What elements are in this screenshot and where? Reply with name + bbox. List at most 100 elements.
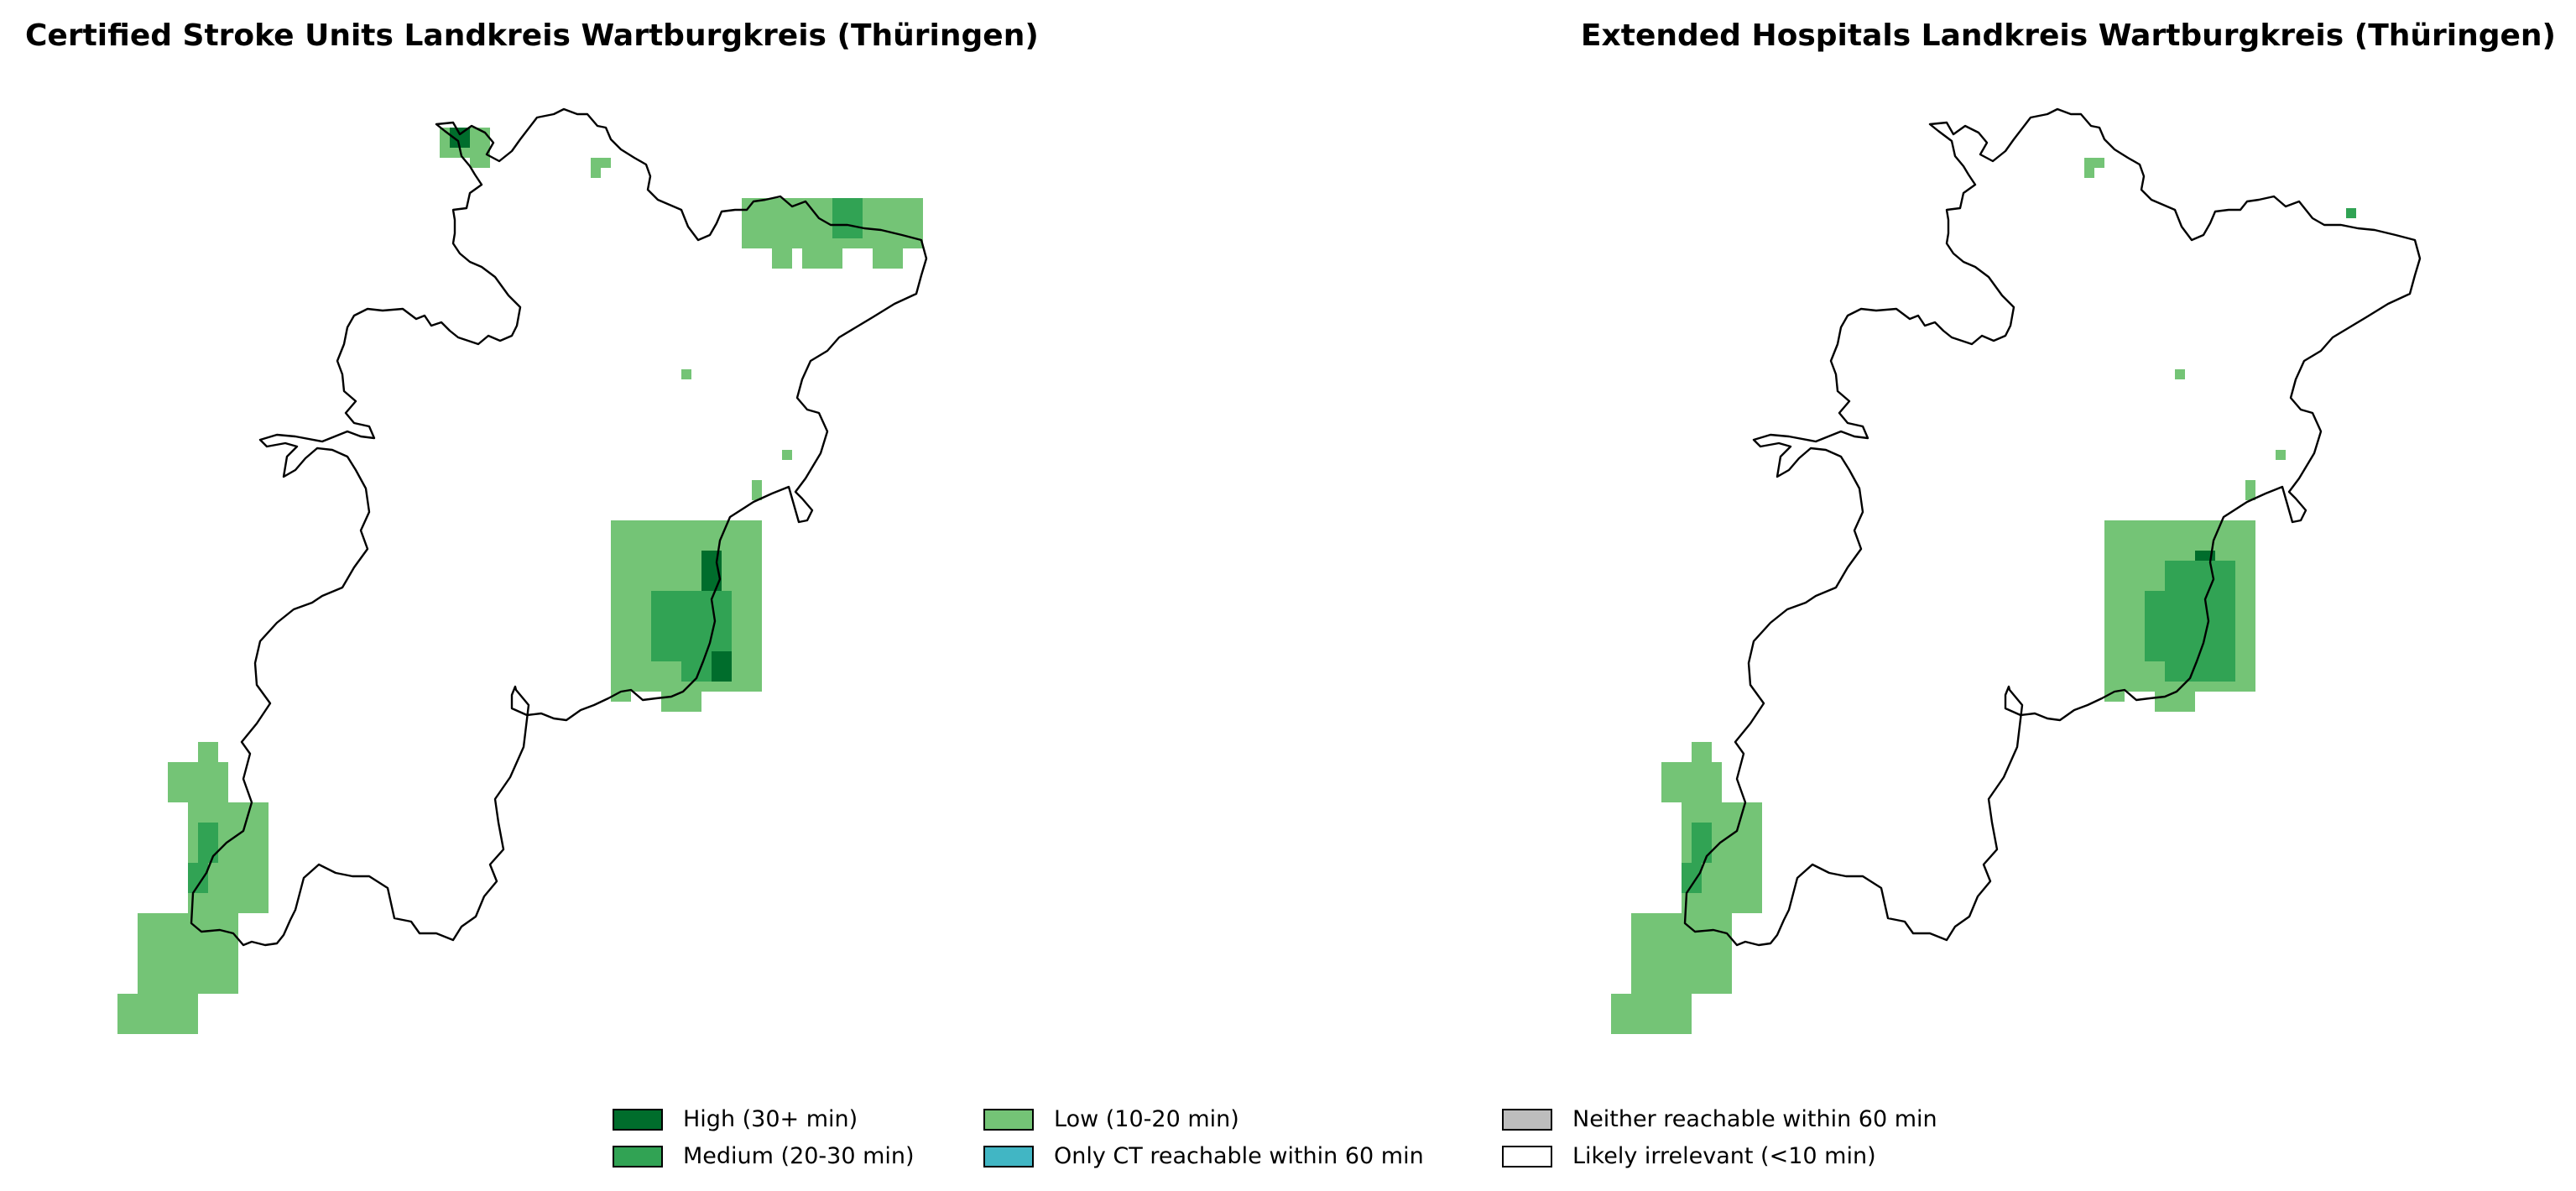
reachability-cell-medium: [1692, 863, 1702, 873]
reachability-cell-low: [1732, 802, 1742, 812]
reachability-cell-low: [2155, 530, 2165, 541]
reachability-cell-low: [2135, 561, 2145, 571]
reachability-cell-low: [1651, 964, 1661, 974]
reachability-cell-medium: [2185, 661, 2195, 671]
reachability-cell-medium: [198, 883, 208, 893]
reachability-cell-low: [772, 248, 782, 259]
reachability-cell-low: [641, 561, 651, 571]
reachability-cell-low: [178, 964, 188, 974]
reachability-cell-medium: [2175, 611, 2185, 621]
reachability-cell-low: [1621, 1004, 1631, 1014]
reachability-cell-medium: [188, 863, 198, 873]
reachability-cell-low: [1702, 933, 1712, 943]
reachability-cell-low: [1671, 1024, 1682, 1034]
reachability-cell-medium: [2175, 621, 2185, 631]
reachability-cell-low: [178, 1014, 188, 1024]
reachability-cell-low: [1692, 964, 1702, 974]
reachability-cell-low: [621, 682, 631, 692]
reachability-cell-medium: [2195, 671, 2205, 682]
reachability-cell-medium: [681, 591, 691, 601]
reachability-cell-low: [1732, 893, 1742, 903]
reachability-cell-low: [1651, 984, 1661, 994]
reachability-cell-low: [631, 671, 641, 682]
reachability-cell-low: [1722, 863, 1732, 873]
reachability-cell-low: [752, 551, 762, 561]
reachability-cell-low: [2175, 692, 2185, 702]
reachability-cell-low: [893, 218, 903, 228]
reachability-cell-low: [1742, 853, 1752, 863]
reachability-cell-low: [198, 782, 208, 792]
reachability-cell-medium: [651, 631, 661, 641]
reachability-cell-medium: [1682, 873, 1692, 883]
reachability-cell-low: [258, 843, 269, 853]
reachability-cell-low: [1621, 994, 1631, 1004]
reachability-cell-low: [1712, 843, 1722, 853]
reachability-cell-low: [611, 601, 621, 611]
reachability-cell-low: [883, 238, 893, 248]
reachability-cell-low: [732, 661, 742, 671]
reachability-cell-low: [1702, 802, 1712, 812]
reachability-cell-high: [701, 581, 712, 591]
reachability-cell-low: [1722, 913, 1732, 923]
reachability-cell-medium: [198, 823, 208, 833]
reachability-cell-low: [2245, 581, 2255, 591]
reachability-cell-low: [128, 1004, 138, 1014]
reachability-cell-low: [742, 682, 752, 692]
reachability-cell-low: [2115, 541, 2125, 551]
legend-item-high: High (30+ min): [613, 1106, 858, 1132]
reachability-cell-low: [1651, 1024, 1661, 1034]
reachability-cell-low: [1631, 994, 1641, 1004]
reachability-cell-low: [2165, 551, 2175, 561]
reachability-cell-low: [1722, 953, 1732, 964]
reachability-cell-low: [1671, 913, 1682, 923]
reachability-cell-low: [258, 802, 269, 812]
reachability-cell-low: [218, 782, 228, 792]
reachability-cell-low: [258, 893, 269, 903]
reachability-cell-low: [641, 581, 651, 591]
reachability-cell-low: [1641, 994, 1651, 1004]
reachability-cell-low: [178, 772, 188, 782]
reachability-cell-medium: [701, 611, 712, 621]
reachability-cell-low: [651, 661, 661, 671]
reachability-cell-low: [158, 913, 168, 923]
reachability-cell-medium: [2185, 581, 2195, 591]
reachability-cell-low: [681, 702, 691, 712]
reachability-cell-low: [621, 651, 631, 661]
reachability-cell-low: [712, 682, 722, 692]
reachability-cell-low: [198, 933, 208, 943]
reachability-cell-low: [2104, 581, 2115, 591]
reachability-cell-low: [641, 571, 651, 581]
reachability-cell-medium: [661, 591, 671, 601]
reachability-cell-low: [641, 631, 651, 641]
reachability-cell-low: [228, 812, 238, 823]
reachability-cell-low: [168, 994, 178, 1004]
reachability-cell-medium: [671, 621, 681, 631]
reachability-cell-low: [681, 541, 691, 551]
reachability-cell-low: [1732, 883, 1742, 893]
reachability-cell-low: [1682, 782, 1692, 792]
reachability-cell-low: [218, 893, 228, 903]
reachability-cell-medium: [2185, 591, 2195, 601]
reachability-cell-low: [148, 1024, 158, 1034]
reachability-cell-low: [1671, 964, 1682, 974]
reachability-cell-low: [732, 671, 742, 682]
reachability-cell-low: [2135, 601, 2145, 611]
reachability-cell-low: [802, 248, 812, 259]
reachability-cell-low: [611, 631, 621, 641]
reachability-cell-low: [1692, 812, 1702, 823]
reachability-cell-low: [2115, 611, 2125, 621]
reachability-cell-low: [138, 923, 148, 933]
reachability-cell-low: [2215, 551, 2225, 561]
reachability-cell-low: [1712, 812, 1722, 823]
reachability-cell-low: [208, 752, 218, 762]
reachability-cell-low: [158, 1014, 168, 1024]
reachability-cell-low: [701, 682, 712, 692]
reachability-cell-low: [2115, 621, 2125, 631]
reachability-cell-medium: [2215, 631, 2225, 641]
reachability-cell-low: [248, 903, 258, 913]
reachability-cell-low: [2104, 601, 2115, 611]
reachability-cell-low: [1692, 953, 1702, 964]
reachability-cell-low: [1661, 943, 1671, 953]
reachability-cell-low: [641, 671, 651, 682]
reachability-cell-low: [2205, 682, 2215, 692]
